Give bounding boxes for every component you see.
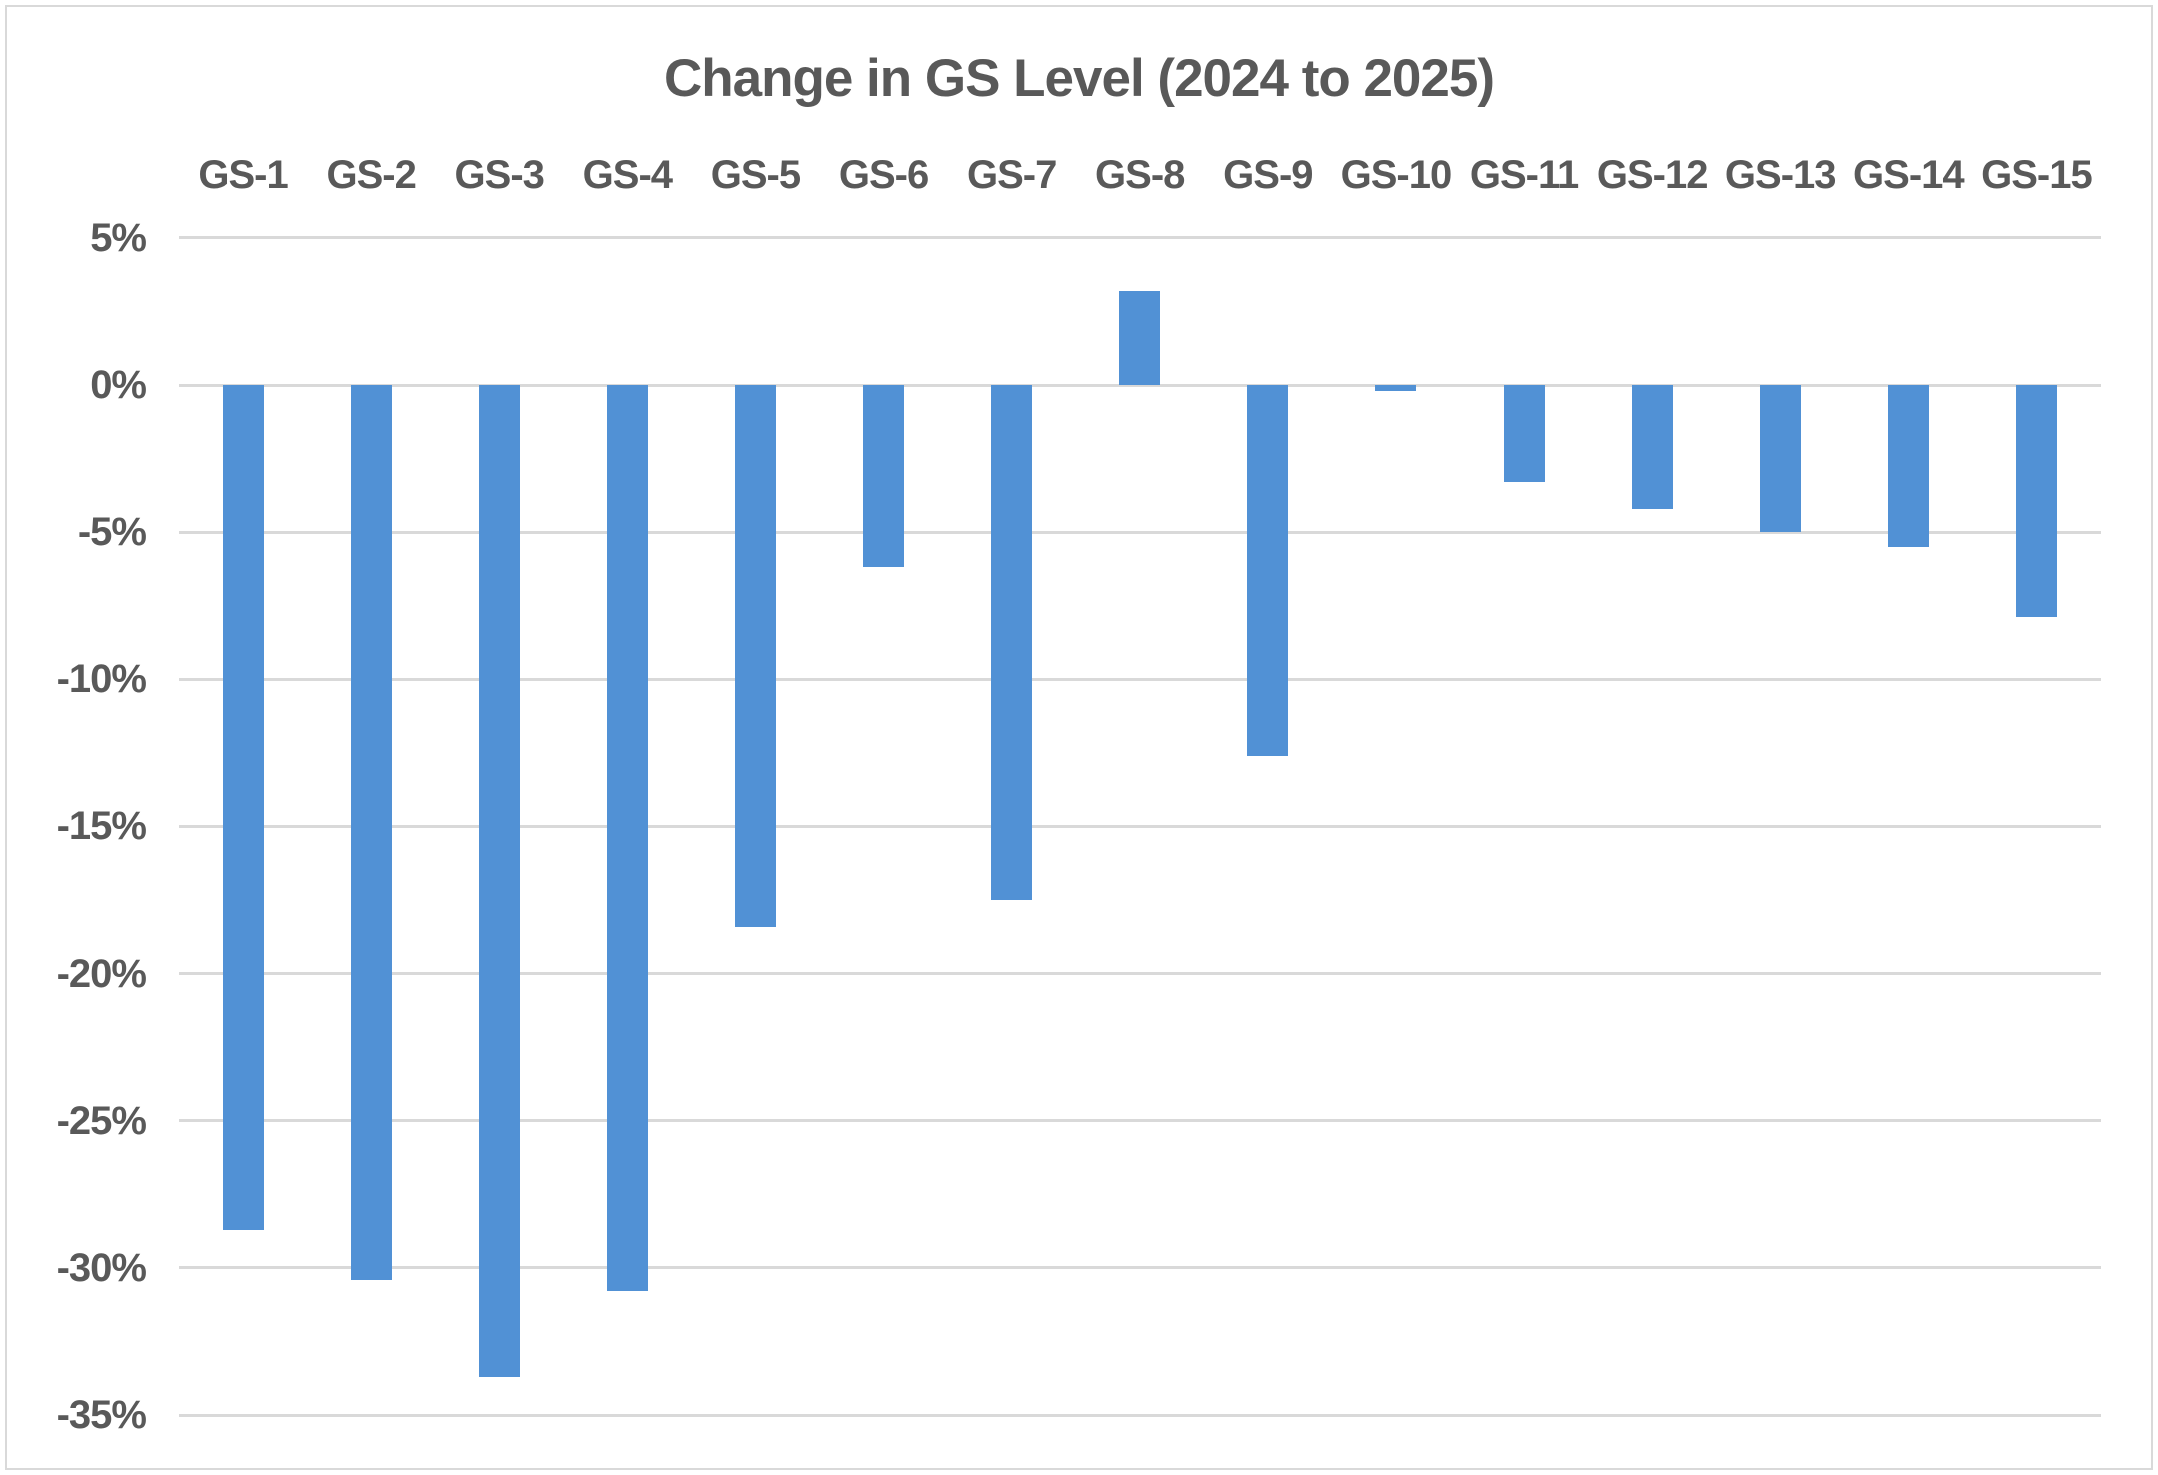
x-axis-category-label: GS-9 bbox=[1223, 153, 1313, 197]
chart-border bbox=[5, 5, 2153, 1470]
bar-gs-2 bbox=[350, 385, 392, 1280]
bar-gs-11 bbox=[1503, 385, 1545, 483]
y-axis-tick-label: -20% bbox=[56, 951, 147, 996]
y-axis-tick-label: -35% bbox=[56, 1393, 147, 1438]
y-axis-tick-label: 0% bbox=[90, 363, 147, 407]
y-axis-tick-label: -25% bbox=[56, 1098, 147, 1143]
gridline bbox=[179, 383, 2101, 387]
gridline bbox=[179, 236, 2101, 240]
gridline bbox=[179, 972, 2101, 976]
gridline bbox=[179, 1119, 2101, 1123]
y-axis-tick-label: -15% bbox=[56, 804, 147, 849]
bar-gs-7 bbox=[991, 385, 1033, 901]
x-axis-category-label: GS-13 bbox=[1724, 153, 1837, 197]
bar-gs-15 bbox=[2015, 385, 2057, 618]
gridline bbox=[179, 824, 2101, 828]
gridline bbox=[179, 1413, 2101, 1417]
gridline bbox=[179, 530, 2101, 534]
x-axis-category-label: GS-1 bbox=[198, 153, 288, 197]
bar-gs-8 bbox=[1119, 290, 1161, 385]
y-axis-tick-label: 5% bbox=[90, 215, 147, 260]
bar-gs-14 bbox=[1887, 385, 1929, 547]
x-axis-category-label: GS-15 bbox=[1981, 153, 2093, 197]
x-axis-category-label: GS-7 bbox=[966, 153, 1057, 197]
gridline bbox=[179, 1266, 2101, 1270]
bar-gs-6 bbox=[863, 385, 905, 568]
x-axis-category-label: GS-14 bbox=[1853, 153, 1965, 197]
x-axis-category-label: GS-5 bbox=[710, 153, 801, 197]
x-axis-category-label: GS-8 bbox=[1095, 153, 1185, 197]
chart-title: Change in GS Level (2024 to 2025) bbox=[663, 49, 1495, 108]
bar-gs-13 bbox=[1759, 385, 1801, 533]
x-axis-category-label: GS-12 bbox=[1596, 153, 1709, 197]
y-axis-tick-label: -10% bbox=[56, 657, 147, 702]
bar-gs-9 bbox=[1247, 385, 1289, 756]
bar-gs-5 bbox=[734, 385, 776, 927]
y-axis-tick-label: -30% bbox=[56, 1245, 147, 1290]
x-axis-category-label: GS-11 bbox=[1469, 153, 1579, 197]
x-axis-category-label: GS-2 bbox=[326, 153, 416, 197]
x-axis-category-label: GS-3 bbox=[454, 153, 545, 197]
bar-gs-12 bbox=[1631, 385, 1673, 509]
x-axis-category-label: GS-10 bbox=[1340, 153, 1453, 197]
y-axis-tick-label: -5% bbox=[77, 510, 147, 555]
bar-gs-3 bbox=[478, 385, 520, 1377]
x-axis-category-label: GS-6 bbox=[838, 153, 929, 197]
bar-gs-10 bbox=[1375, 385, 1417, 391]
gridline bbox=[179, 677, 2101, 681]
bar-gs-1 bbox=[222, 385, 264, 1230]
x-axis-category-label: GS-4 bbox=[582, 153, 673, 197]
bar-gs-4 bbox=[606, 385, 648, 1292]
